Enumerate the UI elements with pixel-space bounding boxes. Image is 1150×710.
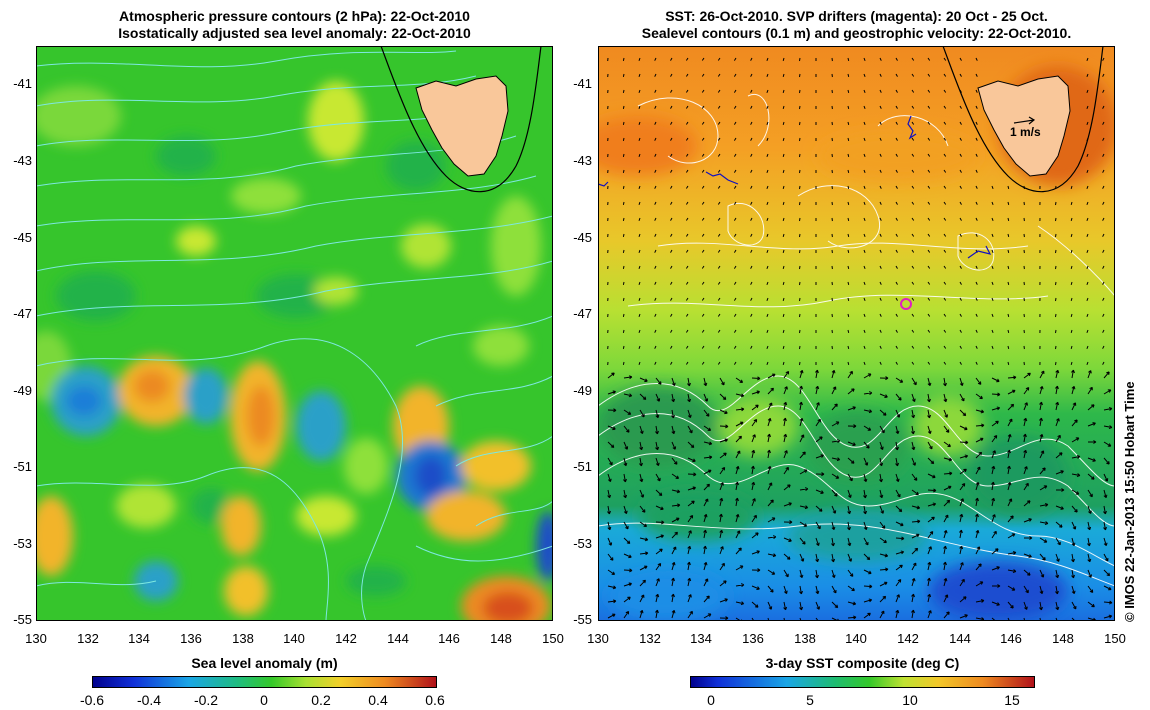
- sst-colorbar-label: 3-day SST composite (deg C): [765, 655, 960, 671]
- tasmania-landmass: [415, 75, 509, 177]
- right-ytick: -43: [573, 153, 592, 168]
- right-xtick: 146: [1000, 631, 1022, 646]
- right-ytick: -47: [573, 306, 592, 321]
- tasmania-landmass-sst: [977, 75, 1071, 177]
- right-xtick: 132: [639, 631, 661, 646]
- sla-colorbar-label: Sea level anomaly (m): [191, 655, 338, 671]
- left-title-line2: Isostatically adjusted sea level anomaly…: [118, 25, 471, 41]
- geostrophic-velocity-arrows: [607, 57, 1113, 621]
- right-xtick: 138: [794, 631, 816, 646]
- right-xtick: 134: [690, 631, 712, 646]
- left-ytick: -45: [13, 230, 32, 245]
- svp-drifter-tracks: [598, 115, 992, 259]
- sla-colorbar-tick: 0.2: [311, 692, 331, 708]
- right-title-line1: SST: 26-Oct-2010. SVP drifters (magenta)…: [665, 8, 1048, 24]
- sla-colorbar: [92, 676, 437, 688]
- velocity-scale-label: 1 m/s: [1010, 125, 1041, 139]
- sst-colorbar-tick: 5: [806, 692, 814, 708]
- left-xtick: 138: [232, 631, 254, 646]
- left-xtick: 150: [542, 631, 564, 646]
- right-xtick: 144: [949, 631, 971, 646]
- sla-colorbar-tick: 0: [260, 692, 268, 708]
- sea-level-contours: [598, 93, 1115, 587]
- left-ytick: -53: [13, 536, 32, 551]
- sla-colorbar-tick: 0.6: [425, 692, 445, 708]
- right-ytick: -41: [573, 76, 592, 91]
- sla-colorbar-tick: -0.6: [79, 692, 105, 708]
- left-ytick: -43: [13, 153, 32, 168]
- left-xtick: 134: [128, 631, 150, 646]
- left-xtick: 142: [335, 631, 357, 646]
- right-xtick: 140: [845, 631, 867, 646]
- right-ytick: -51: [573, 459, 592, 474]
- left-xtick: 130: [25, 631, 47, 646]
- sla-anomaly-blobs: [36, 81, 553, 621]
- left-ytick: -47: [13, 306, 32, 321]
- sst-colorbar-tick: 0: [707, 692, 715, 708]
- velocity-vector-field: [607, 57, 1113, 621]
- right-ytick: -45: [573, 230, 592, 245]
- left-ytick: -55: [13, 612, 32, 627]
- sst-map-frame: [598, 46, 1115, 621]
- right-ytick: -49: [573, 383, 592, 398]
- tasmania-shelf-contour-sst: [942, 46, 1104, 193]
- right-xtick: 142: [897, 631, 919, 646]
- left-xtick: 148: [490, 631, 512, 646]
- left-title-line1: Atmospheric pressure contours (2 hPa): 2…: [119, 8, 470, 24]
- sst-map: [598, 46, 1115, 621]
- left-xtick: 136: [180, 631, 202, 646]
- sla-colorbar-tick: 0.4: [368, 692, 388, 708]
- left-ytick: -49: [13, 383, 32, 398]
- left-xtick: 146: [438, 631, 460, 646]
- right-xtick: 136: [742, 631, 764, 646]
- imos-credit: © IMOS 22-Jan-2013 15:50 Hobart Time: [1122, 381, 1137, 622]
- sla-map-frame: [36, 46, 553, 621]
- sla-colorbar-tick: -0.4: [136, 692, 162, 708]
- left-ytick: -51: [13, 459, 32, 474]
- sla-colorbar-tick: -0.2: [193, 692, 219, 708]
- right-ytick: -55: [573, 612, 592, 627]
- left-xtick: 140: [283, 631, 305, 646]
- right-xtick: 130: [587, 631, 609, 646]
- sst-colorbar: [690, 676, 1035, 688]
- right-xtick: 150: [1104, 631, 1126, 646]
- sst-features: [598, 66, 1115, 621]
- drifter-position-marker: [900, 298, 912, 310]
- sst-colorbar-tick: 10: [902, 692, 918, 708]
- velocity-scale-arrow: [1013, 116, 1036, 125]
- sea-level-anomaly-map: [36, 46, 553, 621]
- right-title-line2: Sealevel contours (0.1 m) and geostrophi…: [641, 25, 1072, 41]
- left-ytick: -41: [13, 76, 32, 91]
- right-ytick: -53: [573, 536, 592, 551]
- right-xtick: 148: [1052, 631, 1074, 646]
- tasmania-shelf-contour: [380, 46, 542, 193]
- left-xtick: 132: [77, 631, 99, 646]
- left-xtick: 144: [387, 631, 409, 646]
- sst-colorbar-tick: 15: [1004, 692, 1020, 708]
